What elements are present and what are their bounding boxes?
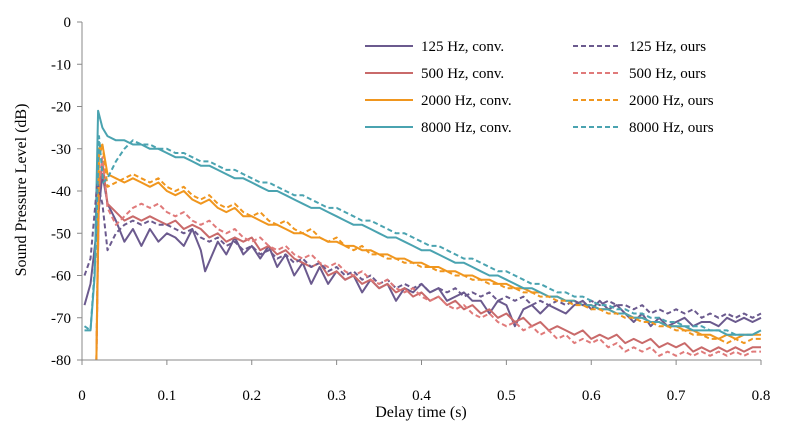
x-tick-label: 0.6 [582, 388, 601, 404]
y-tick-label: -20 [51, 100, 71, 116]
x-tick-label: 0 [78, 388, 86, 404]
series-line-500-hz-conv [95, 160, 761, 361]
x-ticks: 0 0.1 0.2 0.3 0.4 0.5 0.6 0.7 0.8 [78, 360, 770, 404]
x-tick-label: 0.8 [752, 388, 771, 404]
y-tick-label: -10 [51, 57, 71, 73]
series-line-500-hz-ours [95, 156, 761, 361]
legend-label-125-hz-conv: 125 Hz, conv. [421, 39, 504, 55]
legend-label-8000-hz-ours: 8000 Hz, ours [629, 120, 714, 136]
x-tick-label: 0.4 [412, 388, 431, 404]
legend-label-125-hz-ours: 125 Hz, ours [629, 39, 706, 55]
x-axis-title: Delay time (s) [375, 404, 467, 421]
series-line-8000-hz-conv [84, 109, 762, 336]
y-ticks: 0 -10 -20 -30 -40 -50 -60 -70 -80 [51, 15, 82, 369]
plot-lines [83, 109, 762, 361]
series-line-125-hz-ours [83, 181, 762, 319]
y-tick-label: -70 [51, 311, 71, 327]
x-tick-label: 0.7 [667, 388, 686, 404]
series-line-2000-hz-conv [95, 143, 761, 361]
series-line-8000-hz-ours [83, 135, 762, 336]
x-tick-label: 0.3 [327, 388, 346, 404]
y-tick-label: -80 [51, 353, 71, 369]
x-tick-label: 0.2 [242, 388, 261, 404]
y-tick-label: -60 [51, 269, 71, 285]
series-line-2000-hz-ours [95, 143, 761, 361]
y-tick-label: -50 [51, 226, 71, 242]
legend-label-8000-hz-conv: 8000 Hz, conv. [421, 120, 512, 136]
x-tick-label: 0.5 [497, 388, 516, 404]
legend-label-2000-hz-conv: 2000 Hz, conv. [421, 93, 512, 109]
y-axis-title: Sound Pressure Level (dB) [13, 104, 30, 277]
x-tick-label: 0.1 [158, 388, 177, 404]
legend: 125 Hz, conv. 500 Hz, conv. 2000 Hz, conv.… [365, 39, 714, 136]
y-tick-label: -30 [51, 142, 71, 158]
legend-label-500-hz-ours: 500 Hz, ours [629, 66, 706, 82]
legend-label-2000-hz-ours: 2000 Hz, ours [629, 93, 714, 109]
y-tick-label: 0 [64, 15, 72, 31]
y-tick-label: -40 [51, 184, 71, 200]
legend-label-500-hz-conv: 500 Hz, conv. [421, 66, 504, 82]
